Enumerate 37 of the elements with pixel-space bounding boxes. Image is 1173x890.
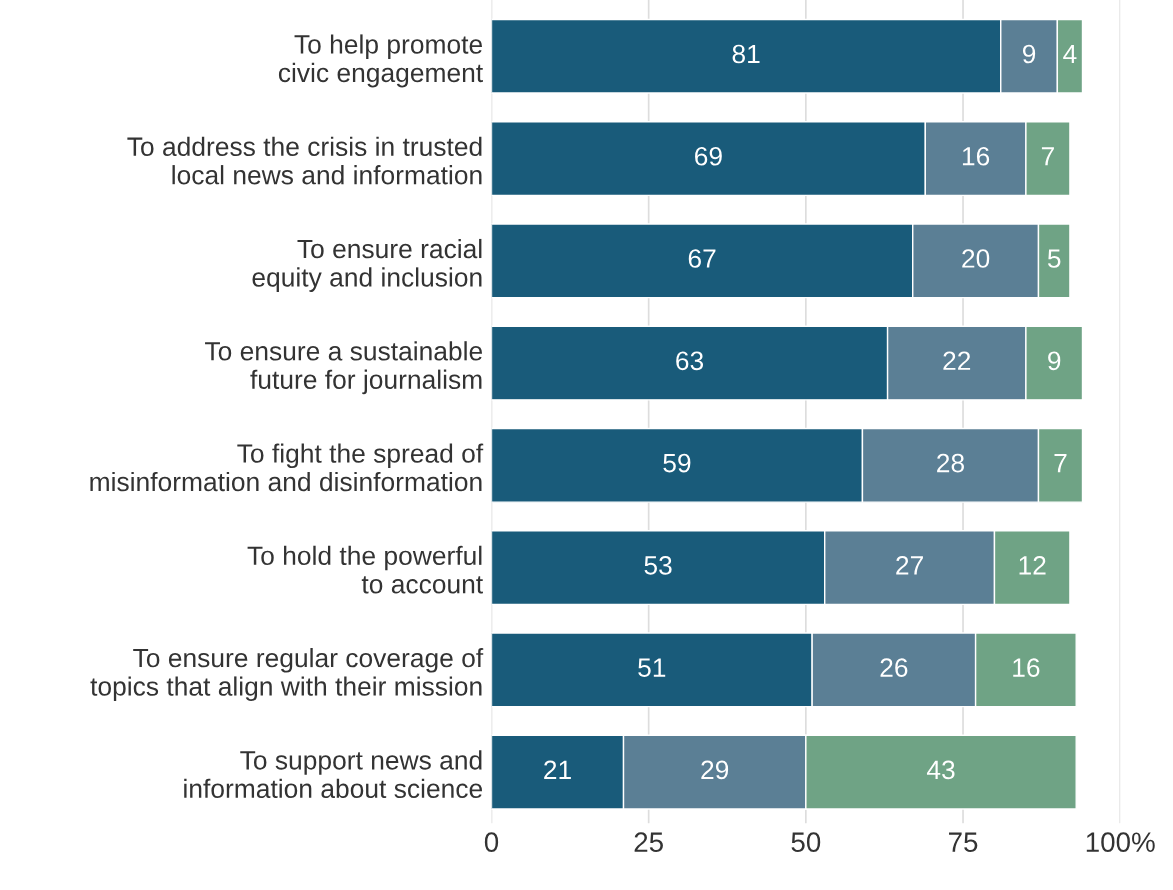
data-label: 28	[937, 453, 964, 473]
data-label: 29	[701, 760, 729, 780]
data-label: 7	[1041, 147, 1054, 166]
data-label: 63	[676, 351, 704, 371]
y-tick-label: To ensure racial equity and inclusion	[252, 238, 482, 292]
x-tick-label: 25	[634, 832, 663, 852]
data-label: 59	[663, 453, 691, 473]
data-label: 26	[880, 658, 908, 677]
x-tick-label: 100%	[1086, 832, 1155, 852]
data-label: 27	[896, 555, 923, 575]
data-label: 81	[732, 44, 760, 64]
data-label: 9	[1022, 44, 1036, 64]
data-label: 12	[1019, 555, 1046, 575]
data-label: 43	[926, 760, 955, 780]
x-tick-label: 0	[484, 832, 499, 852]
y-tick-label: To fight the spread of misinformation and disinformation	[90, 443, 484, 492]
data-label: 7	[1054, 453, 1067, 473]
data-label: 16	[962, 146, 990, 166]
data-label: 22	[943, 351, 971, 370]
data-label: 20	[962, 249, 990, 268]
data-label: 5	[1047, 249, 1061, 268]
data-label: 21	[544, 760, 571, 779]
data-label: 53	[644, 555, 672, 575]
data-label: 69	[695, 146, 722, 166]
data-label: 51	[638, 658, 666, 677]
y-tick-label: To address the crisis in trusted local news and information	[127, 136, 482, 185]
x-tick-label: 75	[949, 832, 978, 852]
y-tick-label: To support news and information about science	[184, 750, 482, 799]
data-label: 9	[1048, 351, 1061, 371]
data-label: 67	[688, 249, 716, 268]
y-tick-label: To ensure regular coverage of topics that align with their mission	[90, 647, 484, 702]
y-tick-label: To help promote civic engagement	[278, 34, 483, 88]
x-tick-label: 50	[791, 832, 821, 852]
y-tick-label: To hold the powerful to account	[247, 545, 483, 594]
data-label: 16	[1013, 658, 1040, 677]
y-tick-label: To ensure a sustainable future for journalism	[205, 341, 482, 395]
data-label: 4	[1063, 44, 1077, 64]
